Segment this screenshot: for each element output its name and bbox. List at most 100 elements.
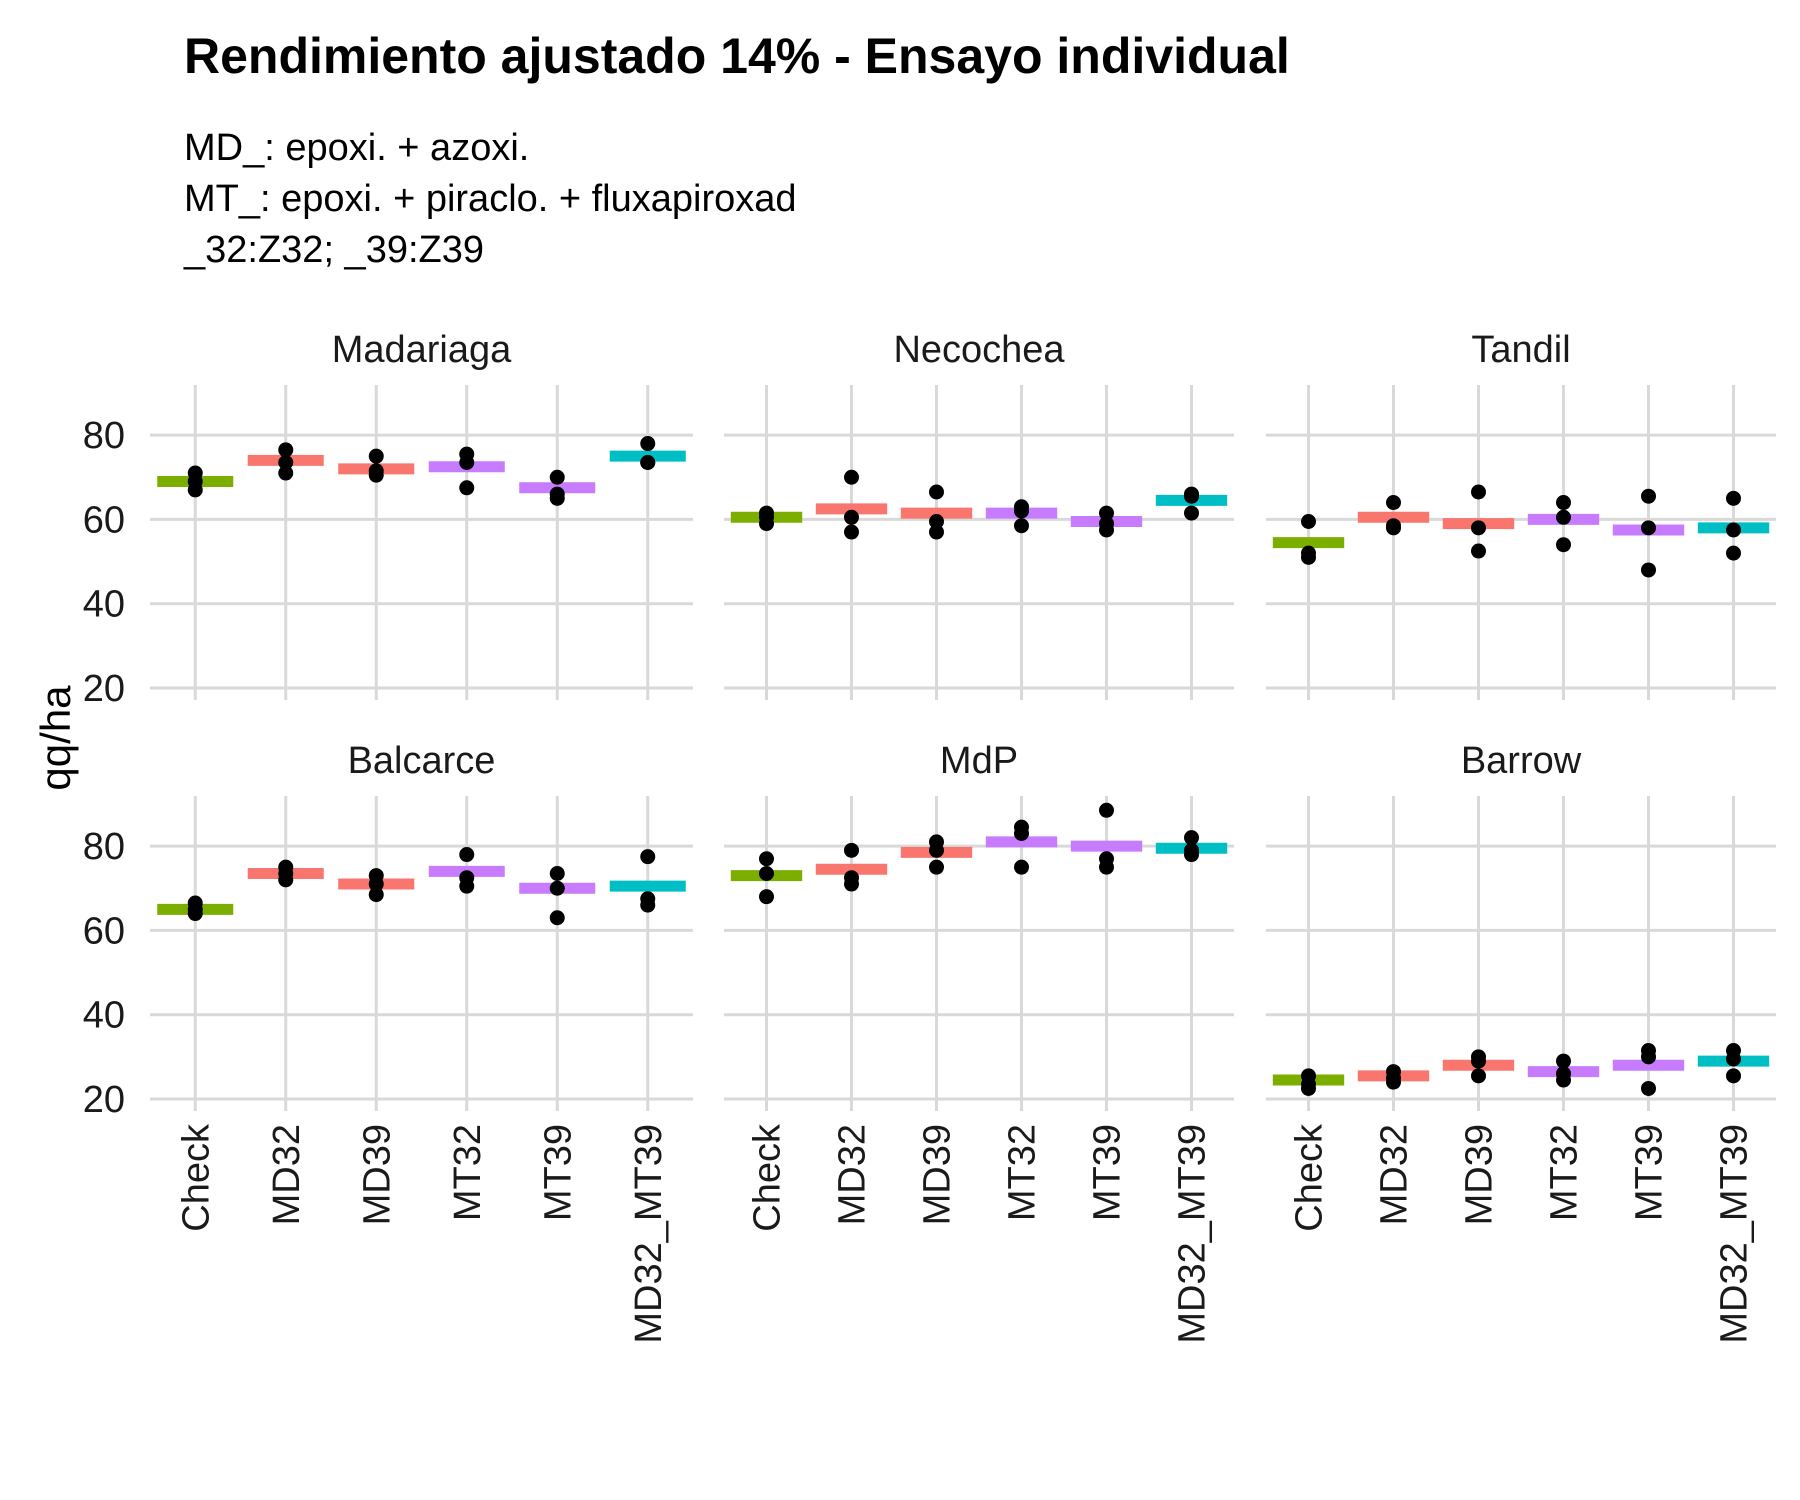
data-point	[368, 887, 384, 903]
data-point	[844, 524, 859, 540]
facet-label: MdP	[940, 740, 1018, 782]
subtitle-line-3: _32:Z32; _39:Z39	[183, 229, 484, 271]
data-point	[1471, 543, 1486, 559]
x-tick-label: MD32_MT39	[1172, 1124, 1214, 1344]
data-point	[459, 847, 475, 863]
y-tick-label: 40	[83, 995, 125, 1037]
data-point	[844, 876, 859, 892]
data-point	[640, 897, 656, 913]
data-point	[368, 876, 384, 892]
data-point	[459, 480, 475, 496]
facet-panels: Madariaga 20 40 60 80 Necochea Tandil Balcarce 2…	[83, 329, 1776, 1344]
x-tick-label: Check	[747, 1123, 789, 1232]
data-point	[1386, 1070, 1401, 1086]
facet-label: Balcarce	[348, 740, 496, 782]
data-point	[1099, 516, 1114, 532]
data-point	[459, 878, 475, 894]
x-tick-label: MT32	[447, 1124, 489, 1221]
data-point	[759, 509, 774, 525]
data-point	[278, 465, 294, 481]
data-point	[1184, 488, 1199, 504]
x-tick-label: MD39	[1459, 1124, 1501, 1225]
data-point	[1641, 1049, 1656, 1065]
facet-label: Necochea	[893, 329, 1065, 371]
data-point	[1184, 830, 1199, 846]
data-point	[929, 514, 944, 530]
data-point	[1726, 522, 1741, 538]
data-point	[549, 469, 565, 485]
data-point	[368, 448, 384, 464]
x-tick-label: MT39	[1629, 1124, 1671, 1221]
x-tick-label: Check	[175, 1123, 217, 1232]
data-point	[1301, 514, 1316, 530]
x-tick-label: MT32	[1002, 1124, 1044, 1221]
data-point	[844, 469, 859, 485]
subtitle-line-2: MT_: epoxi. + piraclo. + fluxapiroxad	[184, 178, 797, 220]
panel-mdp: MdP Check MD32 MD39 MT32 MT39 MD32_MT39	[724, 740, 1234, 1344]
data-point	[459, 454, 475, 470]
data-point	[549, 865, 565, 881]
data-point	[844, 842, 859, 858]
data-point	[759, 851, 774, 867]
data-point	[278, 442, 294, 458]
data-point	[640, 454, 656, 470]
data-point	[1386, 518, 1401, 534]
data-point	[278, 865, 294, 881]
data-point	[1726, 1051, 1741, 1067]
x-tick-label: Check	[1289, 1123, 1331, 1232]
data-point	[1386, 495, 1401, 511]
data-point	[1184, 842, 1199, 858]
data-point	[1301, 549, 1316, 565]
data-point	[549, 880, 565, 896]
data-point	[759, 889, 774, 905]
data-point	[1099, 802, 1114, 818]
y-tick-label: 80	[83, 826, 125, 868]
data-point	[1726, 1068, 1741, 1084]
data-point	[1014, 859, 1029, 875]
data-point	[549, 490, 565, 506]
data-point	[1471, 520, 1486, 536]
data-point	[929, 524, 944, 540]
x-tick-label: MT39	[1087, 1124, 1129, 1221]
data-point	[929, 484, 944, 500]
y-tick-label: 60	[83, 910, 125, 952]
data-point	[640, 436, 656, 452]
x-tick-label: MD39	[917, 1124, 959, 1225]
y-tick-label: 20	[83, 1079, 125, 1121]
panel-necochea: Necochea	[724, 329, 1234, 700]
data-point	[187, 482, 203, 498]
data-point	[1556, 495, 1571, 511]
data-point	[1641, 520, 1656, 536]
data-point	[1641, 488, 1656, 504]
data-point	[1471, 484, 1486, 500]
panel-barrow: Barrow Check MD32 MD39 MT32 MT39 MD32_MT39	[1266, 740, 1776, 1344]
data-point	[1099, 505, 1114, 521]
data-point	[1556, 537, 1571, 553]
subtitle-line-1: MD_: epoxi. + azoxi.	[184, 127, 529, 169]
chart-title: Rendimiento ajustado 14% - Ensayo indivi…	[184, 28, 1290, 84]
data-point	[640, 849, 656, 865]
panel-tandil: Tandil	[1266, 329, 1776, 700]
x-tick-label: MD32	[832, 1124, 874, 1225]
data-point	[844, 509, 859, 525]
data-point	[1014, 825, 1029, 841]
facet-label: Madariaga	[332, 329, 512, 371]
data-point	[1099, 851, 1114, 867]
y-axis-label: qq/ha	[32, 685, 79, 791]
facet-label: Tandil	[1471, 329, 1570, 371]
y-tick-label: 20	[83, 668, 125, 710]
data-point	[1726, 545, 1741, 561]
x-tick-label: MT32	[1544, 1124, 1586, 1221]
panel-madariaga: Madariaga 20 40 60 80	[83, 329, 693, 710]
data-point	[1556, 509, 1571, 525]
x-tick-label: MD32	[1374, 1124, 1416, 1225]
panel-balcarce: Balcarce 20 40 60 80 Check MD32 MD39 MT32 MT39 MD3…	[83, 740, 693, 1344]
data-point	[1471, 1068, 1486, 1084]
y-tick-label: 80	[83, 415, 125, 457]
data-point	[368, 463, 384, 479]
data-point	[929, 842, 944, 858]
data-point	[1471, 1053, 1486, 1069]
data-point	[278, 454, 294, 470]
data-point	[1014, 518, 1029, 534]
